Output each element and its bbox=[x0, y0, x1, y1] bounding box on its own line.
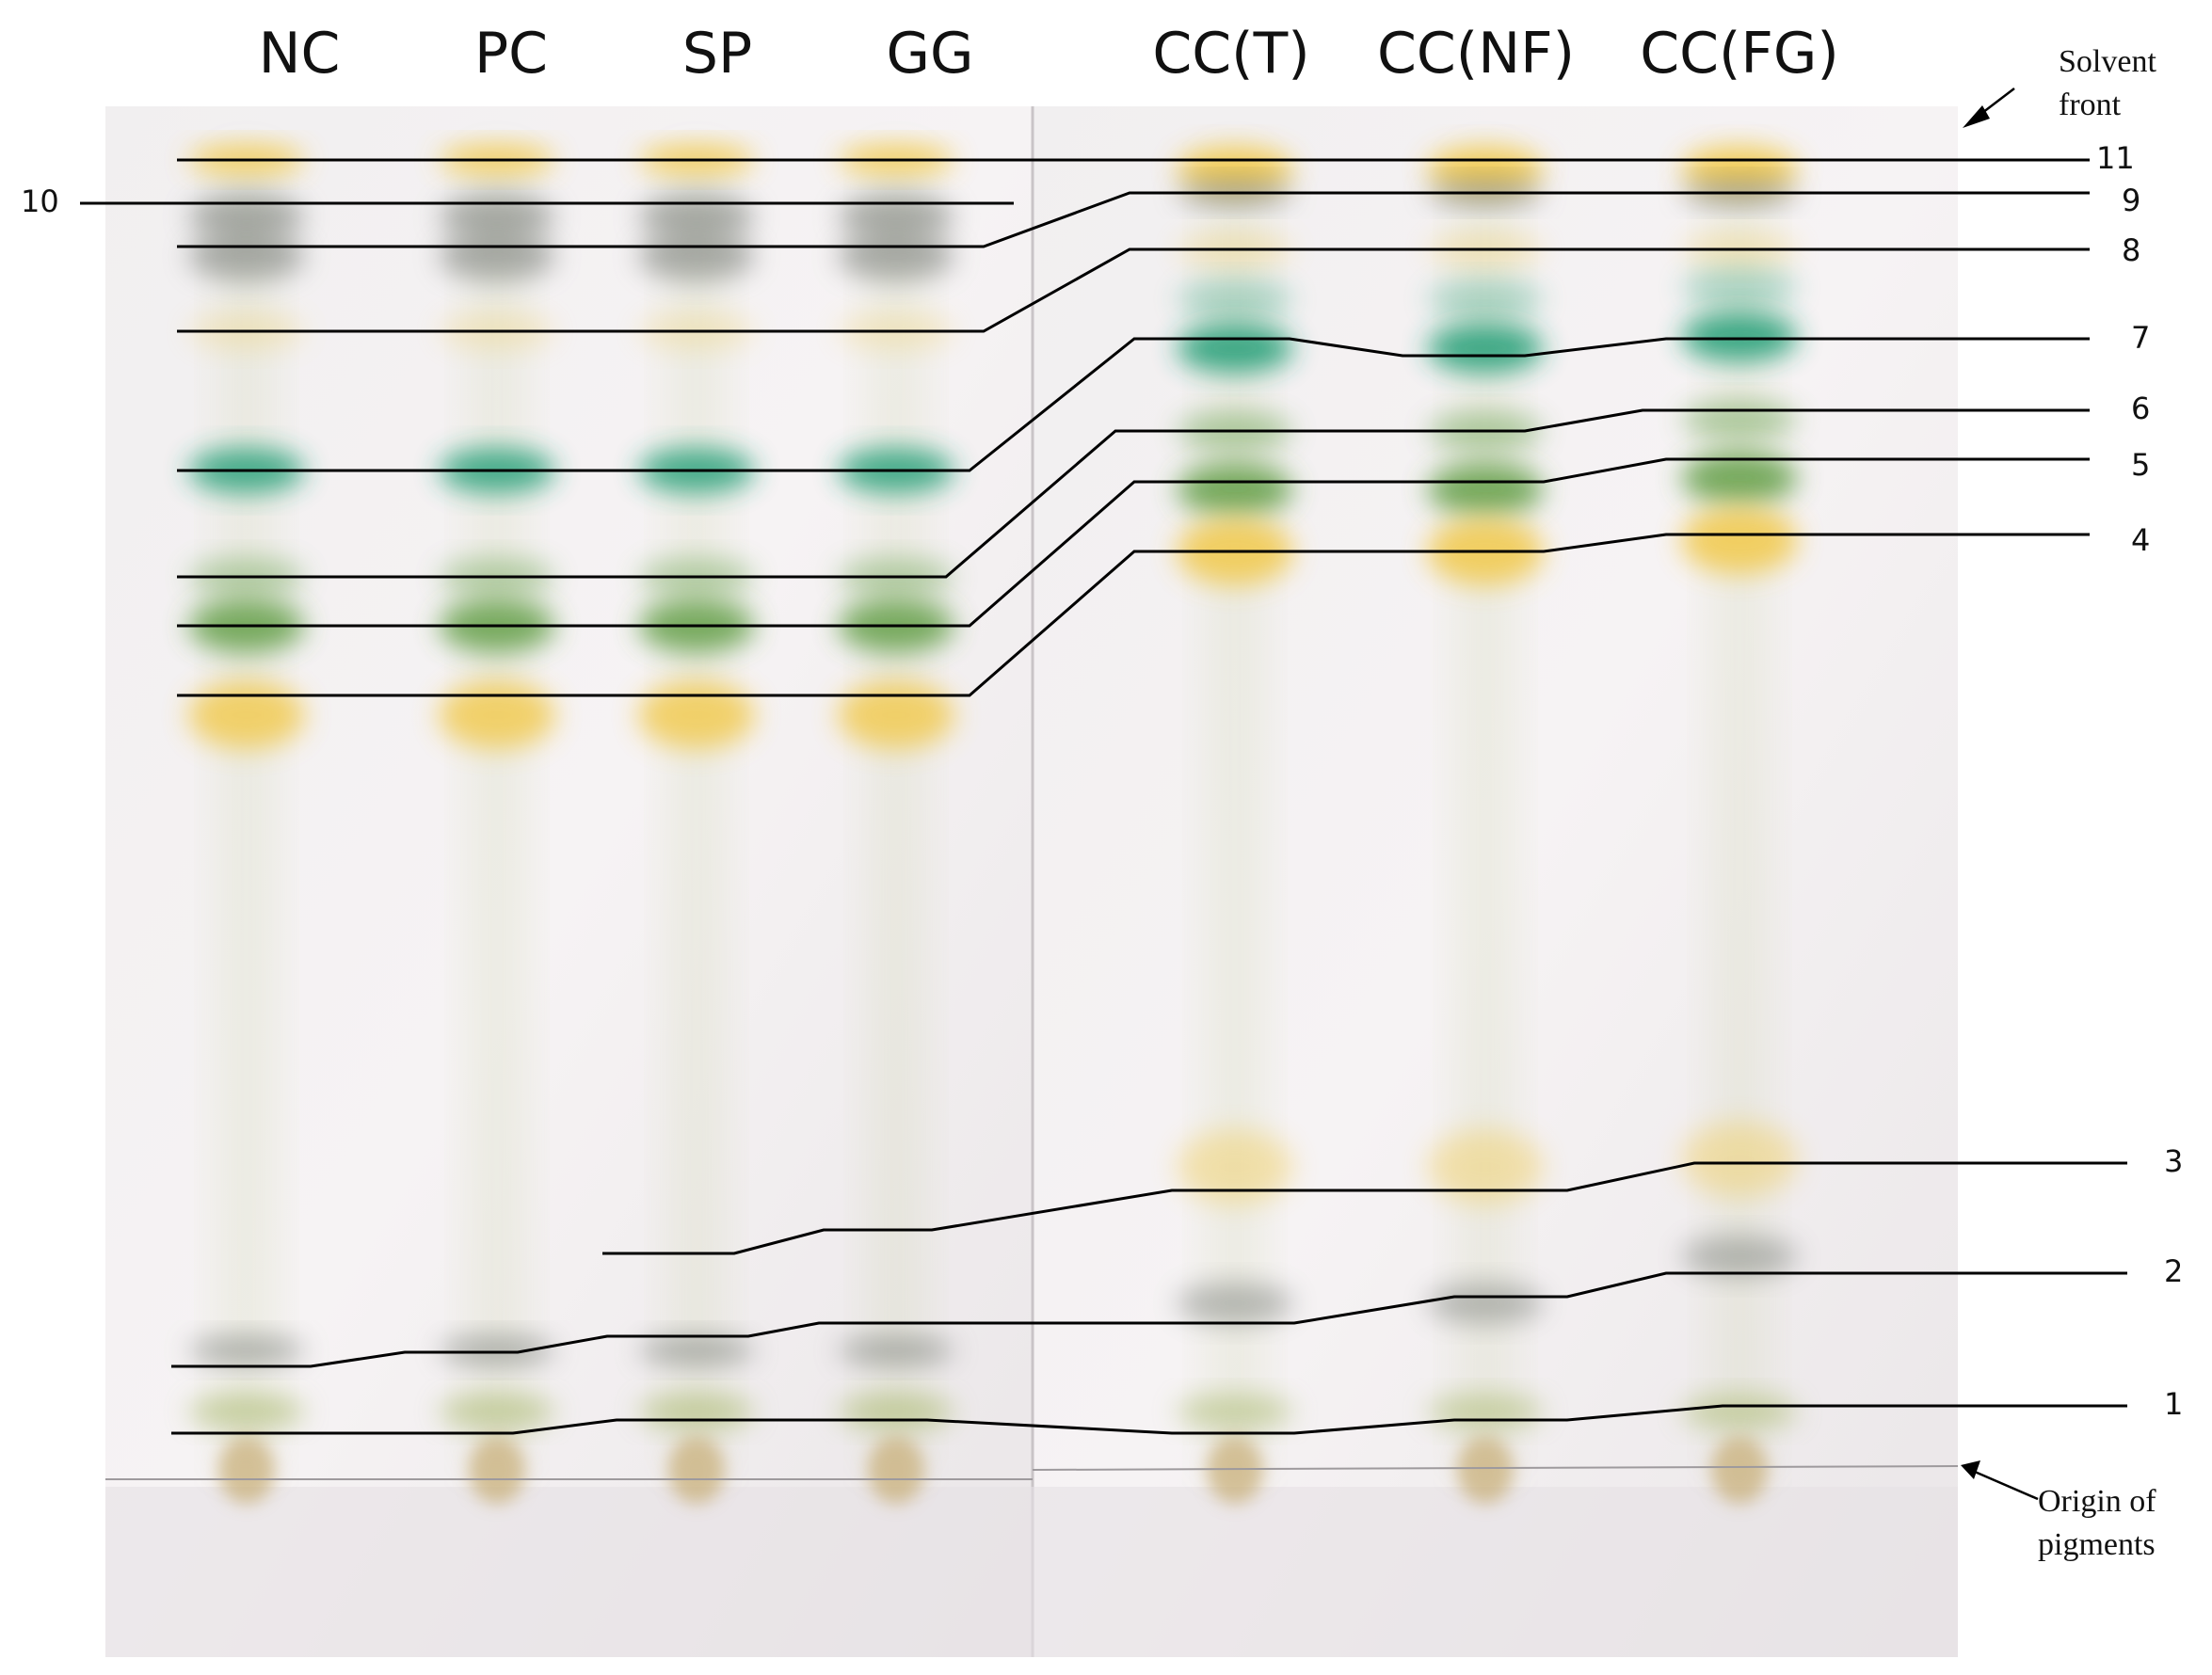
pigment-spot-0-2 bbox=[188, 231, 305, 280]
pigment-spot-2-2 bbox=[638, 231, 755, 280]
lane-label-cc-t: CC(T) bbox=[1152, 21, 1310, 87]
solvent-front-label: Solvent front bbox=[2059, 40, 2156, 127]
origin-spot-2 bbox=[668, 1436, 725, 1504]
pigment-spot-5-0 bbox=[1427, 147, 1544, 192]
band-number-8: 8 bbox=[2122, 232, 2141, 268]
solvent-front-arrow bbox=[1963, 88, 2015, 128]
band-number-6: 6 bbox=[2131, 391, 2151, 426]
pigment-spot-5-8 bbox=[1427, 1129, 1544, 1204]
lane-streak-3 bbox=[870, 160, 922, 1468]
leader-line-1 bbox=[171, 1404, 2127, 1435]
lane-label-nc: NC bbox=[258, 21, 341, 87]
pigment-spot-6-6 bbox=[1681, 452, 1798, 504]
leader-line-7 bbox=[177, 337, 2090, 472]
pigment-spot-6-3 bbox=[1681, 269, 1798, 307]
band-number-5: 5 bbox=[2131, 447, 2151, 483]
solvent-front-line2: front bbox=[2059, 88, 2122, 122]
pigment-spot-0-7 bbox=[188, 681, 305, 749]
pigment-spot-6-5 bbox=[1681, 401, 1798, 439]
leader-line-8 bbox=[177, 247, 2090, 333]
origin-spot-5 bbox=[1457, 1436, 1514, 1504]
lane-streak-4 bbox=[1209, 160, 1261, 1468]
pigment-spot-0-9 bbox=[188, 1395, 305, 1428]
origin-spot-3 bbox=[868, 1436, 924, 1504]
pigment-spot-6-9 bbox=[1681, 1236, 1798, 1277]
band-number-4: 4 bbox=[2131, 522, 2151, 558]
pigment-spot-1-9 bbox=[439, 1395, 555, 1428]
origin-line1: Origin of bbox=[2038, 1484, 2156, 1519]
pigment-spot-4-9 bbox=[1177, 1283, 1293, 1324]
pigment-spot-4-10 bbox=[1177, 1395, 1293, 1428]
band-leader-lines bbox=[80, 158, 2127, 1435]
pigment-spot-2-9 bbox=[638, 1395, 755, 1428]
pigment-spot-3-8 bbox=[838, 1335, 954, 1365]
pigment-spot-5-9 bbox=[1427, 1283, 1544, 1324]
pigment-lanes bbox=[188, 145, 1798, 1504]
pigment-spot-4-8 bbox=[1177, 1129, 1293, 1204]
origin-label: Origin of pigments bbox=[2038, 1480, 2156, 1567]
pigment-spot-6-10 bbox=[1681, 1395, 1798, 1428]
leader-line-9 bbox=[177, 191, 2090, 248]
band-number-1: 1 bbox=[2164, 1386, 2184, 1422]
pigment-spot-2-1 bbox=[638, 194, 755, 239]
pigment-spot-6-7 bbox=[1681, 506, 1798, 574]
pigment-spot-1-1 bbox=[439, 194, 555, 239]
pigment-spot-1-8 bbox=[439, 1335, 555, 1365]
lane-streak-2 bbox=[670, 160, 723, 1468]
leader-line-3 bbox=[602, 1161, 2127, 1255]
lane-label-sp: SP bbox=[681, 21, 753, 87]
band-number-7: 7 bbox=[2131, 320, 2151, 356]
pigment-spot-4-4 bbox=[1177, 324, 1293, 373]
leader-line-5 bbox=[177, 457, 2090, 628]
origin-line2: pigments bbox=[2038, 1527, 2156, 1562]
pigment-spot-5-3 bbox=[1427, 280, 1544, 318]
pigment-spot-3-2 bbox=[838, 231, 954, 280]
lane-label-pc: PC bbox=[473, 21, 549, 87]
pigment-spot-5-6 bbox=[1427, 463, 1544, 516]
pigment-spot-0-1 bbox=[188, 194, 305, 239]
pigment-spot-6-8 bbox=[1681, 1122, 1798, 1197]
lane-label-cc-fg: CC(FG) bbox=[1640, 21, 1839, 87]
pigment-spot-1-2 bbox=[439, 231, 555, 280]
origin-spot-0 bbox=[218, 1436, 275, 1504]
pigment-spot-5-4 bbox=[1427, 324, 1544, 373]
pigment-spot-6-0 bbox=[1681, 147, 1798, 192]
pigment-spot-6-4 bbox=[1681, 312, 1798, 361]
lane-streak-1 bbox=[471, 160, 523, 1468]
pigment-spot-0-8 bbox=[188, 1335, 305, 1365]
pigment-spot-3-7 bbox=[838, 681, 954, 749]
band-number-9: 9 bbox=[2122, 183, 2141, 218]
origin-spot-1 bbox=[469, 1436, 525, 1504]
band-number-3: 3 bbox=[2164, 1143, 2184, 1179]
leader-line-4 bbox=[177, 533, 2090, 697]
pigment-spot-2-8 bbox=[638, 1335, 755, 1365]
origin-spot-6 bbox=[1711, 1436, 1768, 1504]
lane-streak-0 bbox=[220, 160, 273, 1468]
lane-streak-5 bbox=[1459, 160, 1512, 1468]
pigment-spot-5-10 bbox=[1427, 1395, 1544, 1428]
pigment-spot-4-6 bbox=[1177, 463, 1293, 516]
band-number-11: 11 bbox=[2096, 140, 2135, 176]
pigment-spot-4-0 bbox=[1177, 147, 1293, 192]
origin-arrow bbox=[1961, 1460, 2039, 1501]
origin-pencil-line-right bbox=[1032, 1465, 1959, 1471]
leader-line-2 bbox=[171, 1271, 2127, 1368]
band-number-10: 10 bbox=[21, 183, 59, 219]
pigment-spot-1-7 bbox=[439, 681, 555, 749]
solvent-front-line1: Solvent bbox=[2059, 44, 2156, 79]
pigment-spot-3-1 bbox=[838, 194, 954, 239]
band-number-2: 2 bbox=[2164, 1253, 2184, 1289]
pigment-spot-3-9 bbox=[838, 1395, 954, 1428]
lane-label-cc-nf: CC(NF) bbox=[1377, 21, 1575, 87]
leader-line-6 bbox=[177, 408, 2090, 579]
pigment-spot-2-7 bbox=[638, 681, 755, 749]
pigment-spot-4-3 bbox=[1177, 280, 1293, 318]
lane-label-gg: GG bbox=[886, 21, 974, 87]
